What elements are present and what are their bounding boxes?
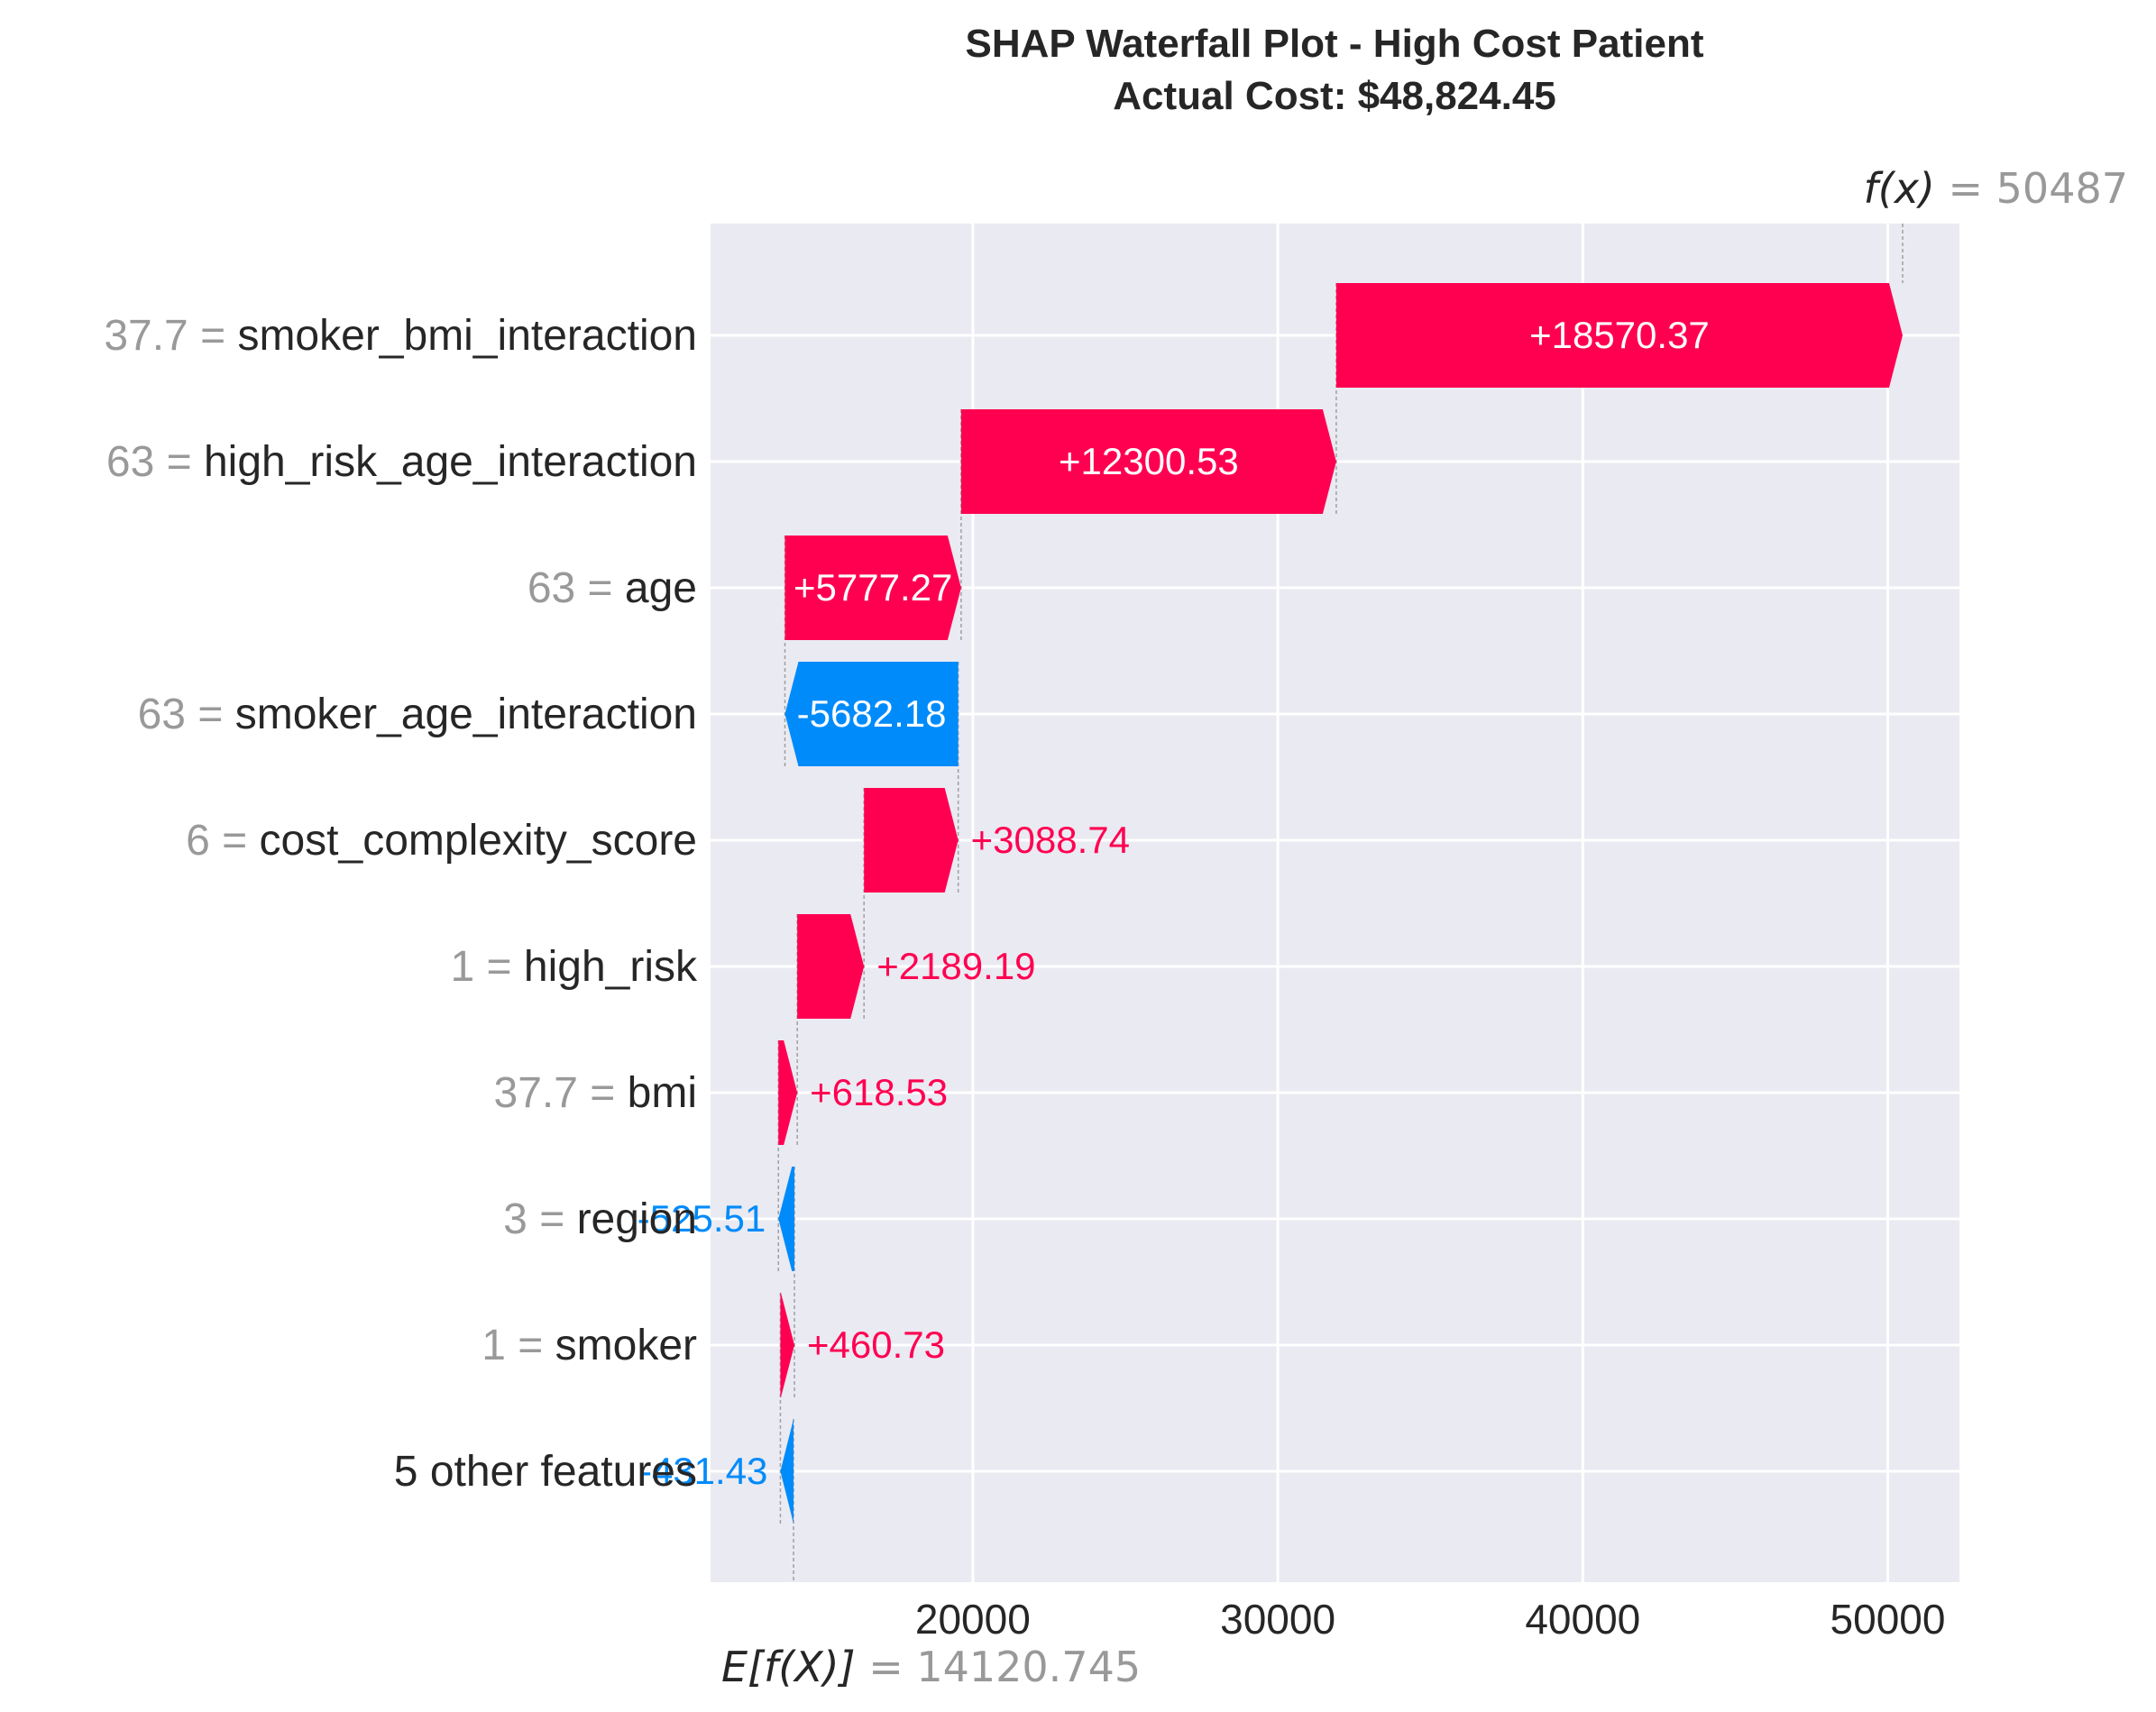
feature-value: 37.7 = — [104, 312, 237, 360]
plot-area — [711, 224, 1959, 1582]
bar-value-label-4: +3088.74 — [971, 819, 1130, 861]
feature-value: 6 = — [186, 817, 259, 865]
bar-value-label-6: +618.53 — [810, 1071, 948, 1113]
bar-5 — [797, 914, 865, 1019]
feature-name: bmi — [628, 1069, 697, 1117]
bar-value-label-8: +460.73 — [807, 1323, 945, 1366]
bar-2 — [784, 536, 961, 640]
x-tick-label-30000: 30000 — [1220, 1596, 1335, 1643]
bar-6 — [778, 1040, 798, 1145]
feature-label-9: 5 other features — [394, 1448, 697, 1496]
feature-label-2: 63 = age — [528, 564, 697, 612]
chart-subtitle: Actual Cost: $48,824.45 — [1113, 74, 1556, 118]
feature-name: smoker_age_interaction — [235, 691, 697, 738]
bar-value-label-7: -525.51 — [638, 1197, 766, 1240]
feature-value: 3 = — [503, 1195, 576, 1243]
x-tick-label-50000: 50000 — [1830, 1596, 1946, 1643]
bar-value-label-1: +12300.53 — [1059, 440, 1239, 482]
bar-7 — [778, 1167, 795, 1271]
base-value-text: = 14120.745 — [868, 1643, 1141, 1691]
feature-label-4: 6 = cost_complexity_score — [186, 817, 697, 865]
x-tick-label-20000: 20000 — [915, 1596, 1031, 1643]
feature-name: high_risk — [524, 943, 698, 991]
bar-9 — [780, 1419, 794, 1524]
bar-value-label-5: +2189.19 — [876, 945, 1035, 987]
feature-value: 37.7 = — [494, 1069, 628, 1117]
bar-value-label-2: +5777.27 — [794, 566, 952, 609]
bar-3 — [784, 662, 959, 766]
bar-8 — [780, 1293, 795, 1397]
feature-value: 63 = — [106, 438, 204, 486]
feature-name: smoker — [555, 1322, 697, 1369]
bar-0 — [1335, 283, 1903, 388]
feature-name: age — [625, 564, 697, 612]
final-value-text: = 50487 — [1949, 164, 2129, 213]
base-value-annotation: E[f(X)] = 14120.745 — [721, 1643, 1141, 1691]
feature-label-8: 1 = smoker — [482, 1322, 697, 1369]
bar-value-label-9: -431.43 — [639, 1450, 767, 1492]
feature-label-7: 3 = region — [503, 1195, 697, 1243]
feature-value: 63 = — [528, 564, 625, 612]
final-value-label: f(x) — [1864, 164, 1949, 213]
feature-name: smoker_bmi_interaction — [237, 312, 697, 360]
bar-value-label-3: -5682.18 — [797, 692, 947, 735]
x-tick-label-40000: 40000 — [1525, 1596, 1640, 1643]
feature-label-3: 63 = smoker_age_interaction — [138, 691, 697, 738]
final-value-annotation: f(x) = 50487 — [1864, 164, 2128, 213]
feature-value: 63 = — [138, 691, 235, 738]
base-value-label: E[f(X)] — [721, 1643, 868, 1691]
feature-name: high_risk_age_interaction — [204, 438, 697, 486]
feature-name: region — [577, 1195, 697, 1243]
feature-label-6: 37.7 = bmi — [494, 1069, 697, 1117]
feature-value: 1 = — [451, 943, 524, 991]
bar-4 — [864, 788, 959, 893]
feature-label-1: 63 = high_risk_age_interaction — [106, 438, 697, 486]
feature-label-5: 1 = high_risk — [451, 943, 699, 991]
bar-1 — [960, 409, 1336, 514]
feature-name: 5 other features — [394, 1448, 697, 1496]
chart-title: SHAP Waterfall Plot - High Cost Patient — [965, 22, 1704, 66]
feature-label-0: 37.7 = smoker_bmi_interaction — [104, 312, 697, 360]
feature-value: 1 = — [482, 1322, 555, 1369]
bar-value-label-0: +18570.37 — [1529, 314, 1710, 356]
feature-name: cost_complexity_score — [259, 817, 697, 865]
